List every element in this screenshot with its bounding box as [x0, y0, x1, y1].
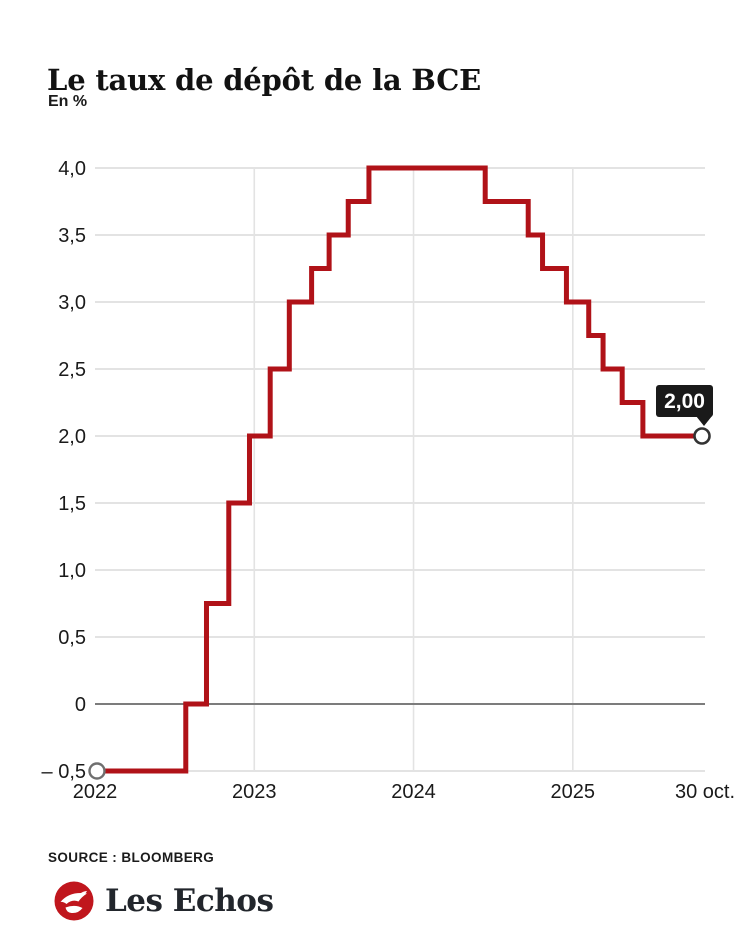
start-marker	[88, 762, 106, 780]
x-tick-label: 2025	[551, 781, 596, 803]
lesechos-logo-text: Les Echos	[105, 882, 274, 919]
end-marker	[693, 427, 711, 445]
y-tick-label: 0,5	[58, 627, 86, 649]
y-tick-label: 3,5	[58, 225, 86, 247]
y-tick-label: 2,0	[58, 426, 86, 448]
y-tick-label: 3,0	[58, 292, 86, 314]
x-tick-label: 2022	[73, 781, 118, 803]
end-value-label: 2,00	[664, 390, 705, 413]
end-value-badge-pointer	[696, 416, 712, 426]
end-value-badge	[656, 385, 713, 417]
y-tick-label: 4,0	[58, 158, 86, 180]
chart-title: Le taux de dépôt de la BCE	[47, 63, 482, 98]
source-label: SOURCE : BLOOMBERG	[48, 850, 215, 865]
y-tick-label: – 0,5	[42, 761, 86, 783]
rate-step-line	[95, 165, 705, 774]
lesechos-logo: Les Echos	[54, 880, 274, 922]
x-tick-label: 2023	[232, 781, 277, 803]
lesechos-rooster-icon	[54, 881, 94, 921]
x-tick-label: 2024	[391, 781, 436, 803]
y-tick-label: 1,5	[58, 493, 86, 515]
unit-label: En %	[48, 93, 88, 110]
y-tick-label: 0	[75, 694, 86, 716]
y-tick-label: 1,0	[58, 560, 86, 582]
x-tick-label: 30 oct.	[675, 781, 735, 803]
y-tick-label: 2,5	[58, 359, 86, 381]
